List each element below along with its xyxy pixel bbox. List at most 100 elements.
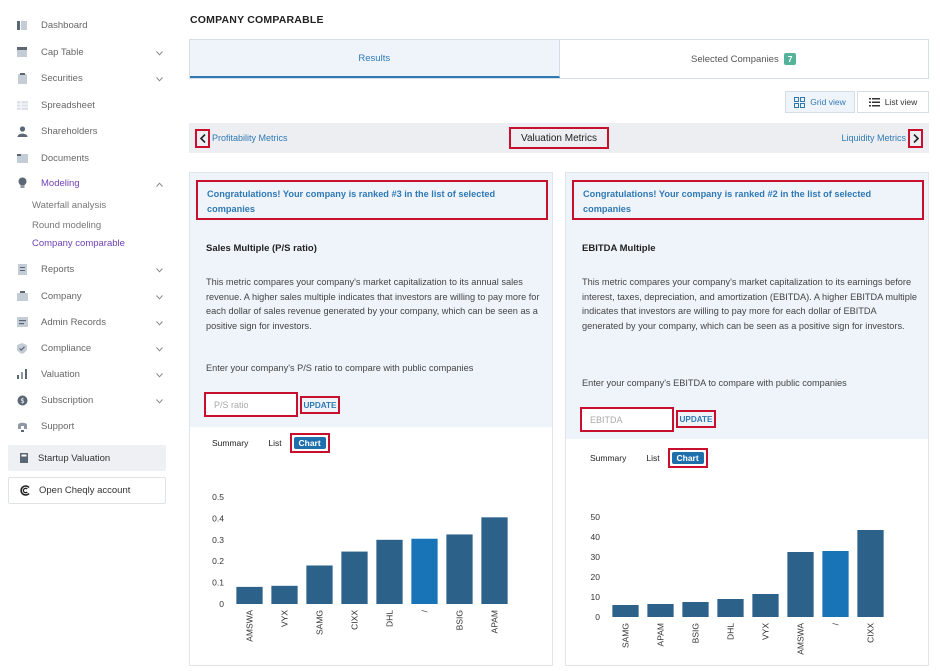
open-cheqly-account-button[interactable]: Open Cheqly account: [8, 477, 166, 504]
sidebar-item-dashboard[interactable]: Dashboard: [8, 15, 168, 35]
tab-selected-companies[interactable]: Selected Companies 7: [560, 40, 929, 78]
shareholders-icon: [16, 125, 28, 137]
x-tick-label: /: [831, 622, 841, 625]
sidebar-item-shareholders[interactable]: Shareholders: [8, 121, 168, 141]
next-metric-button[interactable]: [908, 129, 923, 148]
sidebar-item-label: Reports: [41, 263, 75, 275]
x-tick-label: DHL: [726, 623, 736, 640]
admin-records-icon: [16, 316, 28, 328]
cap-table-icon: [16, 46, 28, 58]
ps-ratio-input[interactable]: P/S ratio: [204, 392, 298, 417]
sidebar-item-modeling[interactable]: Modeling: [8, 173, 168, 193]
metric-description: This metric compares your company's mark…: [582, 277, 917, 332]
metric-prompt: Enter your company's P/S ratio to compar…: [206, 363, 474, 373]
sidebar-item-subscription[interactable]: $ Subscription: [8, 390, 168, 410]
support-icon: [16, 420, 28, 432]
bar: [682, 602, 709, 617]
ebitda-input[interactable]: EBITDA: [580, 407, 674, 432]
ebitda-chart: 0 10 20 30 40 50 SAMG APAM BSIG DHL VYX AMSWA / CIXX: [591, 512, 884, 655]
list-view-button[interactable]: List view: [857, 91, 929, 113]
sidebar-subitem-waterfall-analysis[interactable]: Waterfall analysis: [32, 200, 107, 211]
sidebar-item-valuation[interactable]: Valuation: [8, 364, 168, 384]
dashboard-icon: [16, 19, 28, 31]
sidebar-item-support[interactable]: Support: [8, 416, 168, 436]
bar: [787, 552, 814, 617]
ranking-banner: Congratulations! Your company is ranked …: [196, 180, 548, 220]
sidebar-item-spreadsheet[interactable]: Spreadsheet: [8, 95, 168, 115]
bar: [376, 539, 403, 604]
bar: [341, 551, 368, 604]
tab-chart[interactable]: Chart: [667, 448, 708, 468]
bar: [411, 538, 438, 604]
sales-multiple-card: Congratulations! Your company is ranked …: [189, 172, 553, 666]
svg-text:$: $: [20, 397, 24, 405]
page-title: COMPANY COMPARABLE: [190, 14, 324, 26]
sidebar-item-label: Support: [41, 420, 75, 432]
y-tick-label: 0: [595, 612, 600, 622]
sidebar: Dashboard Cap Table Securities Spreadsheet S…: [0, 0, 176, 671]
tab-summary[interactable]: Summary: [590, 453, 627, 463]
sidebar-item-label: Securities: [41, 72, 83, 84]
sidebar-subitem-round-modeling[interactable]: Round modeling: [32, 220, 102, 231]
open-account-label: Open Cheqly account: [39, 485, 131, 496]
sidebar-item-compliance[interactable]: Compliance: [8, 338, 168, 358]
sidebar-item-label: Spreadsheet: [41, 99, 95, 111]
current-metric-label: Valuation Metrics: [509, 127, 609, 149]
tab-chart[interactable]: Chart: [289, 433, 330, 453]
calculator-icon: [18, 452, 30, 464]
sidebar-item-reports[interactable]: Reports: [8, 259, 168, 279]
metric-title: Sales Multiple (P/S ratio): [206, 243, 317, 254]
startup-valuation-button[interactable]: Startup Valuation: [8, 445, 166, 471]
cheqly-logo-icon: [19, 485, 31, 497]
bar: [857, 530, 884, 617]
tab-summary[interactable]: Summary: [212, 438, 249, 448]
grid-view-button[interactable]: Grid view: [785, 91, 855, 113]
y-tick-label: 50: [591, 512, 601, 522]
chevron-left-icon: [199, 134, 206, 143]
company-icon: [16, 290, 28, 302]
sidebar-item-label: Documents: [41, 152, 90, 164]
y-tick-label: 0.5: [212, 492, 224, 502]
x-tick-label: CIXX: [350, 610, 360, 630]
x-tick-label: BSIG: [455, 610, 465, 630]
sidebar-item-admin-records[interactable]: Admin Records: [8, 312, 168, 332]
y-tick-label: 0.2: [212, 556, 224, 566]
tab-results[interactable]: Results: [190, 40, 560, 78]
sidebar-item-company[interactable]: Company: [8, 286, 168, 306]
sidebar-item-label: Modeling: [41, 177, 80, 189]
sidebar-item-label: Compliance: [41, 342, 92, 354]
chevron-down-icon: [156, 370, 164, 378]
prev-metric-button[interactable]: [195, 129, 210, 148]
metric-title: EBITDA Multiple: [582, 243, 656, 254]
chevron-right-icon: [912, 134, 919, 143]
x-tick-label: SAMG: [621, 623, 631, 648]
next-metric-link[interactable]: Liquidity Metrics: [841, 133, 906, 143]
update-button[interactable]: UPDATE: [676, 410, 716, 428]
sidebar-item-label: Cap Table: [41, 46, 84, 58]
chevron-down-icon: [156, 344, 164, 352]
lightbulb-icon: [16, 177, 28, 189]
ebitda-multiple-card: Congratulations! Your company is ranked …: [565, 172, 929, 666]
tab-list[interactable]: List: [268, 438, 282, 448]
sidebar-item-documents[interactable]: Documents: [8, 148, 168, 168]
sidebar-item-cap-table[interactable]: Cap Table: [8, 42, 168, 62]
tab-list[interactable]: List: [646, 453, 660, 463]
valuation-icon: [16, 368, 28, 380]
y-tick-label: 10: [591, 592, 601, 602]
sidebar-item-securities[interactable]: Securities: [8, 68, 168, 88]
prev-metric-link[interactable]: Profitability Metrics: [212, 133, 288, 143]
bar: [271, 585, 298, 604]
x-tick-label: APAM: [490, 610, 500, 633]
chevron-down-icon: [156, 48, 164, 56]
sidebar-subitem-company-comparable[interactable]: Company comparable: [32, 238, 125, 249]
securities-icon: [16, 72, 28, 84]
bar: [481, 517, 508, 604]
y-tick-label: 0: [219, 599, 224, 609]
update-button[interactable]: UPDATE: [300, 396, 340, 414]
x-tick-label: AMSWA: [245, 610, 255, 642]
bar: [647, 604, 674, 617]
y-tick-label: 0.3: [212, 535, 224, 545]
sidebar-item-label: Shareholders: [41, 125, 98, 137]
x-tick-label: AMSWA: [796, 623, 806, 655]
sidebar-item-label: Dashboard: [41, 19, 88, 31]
